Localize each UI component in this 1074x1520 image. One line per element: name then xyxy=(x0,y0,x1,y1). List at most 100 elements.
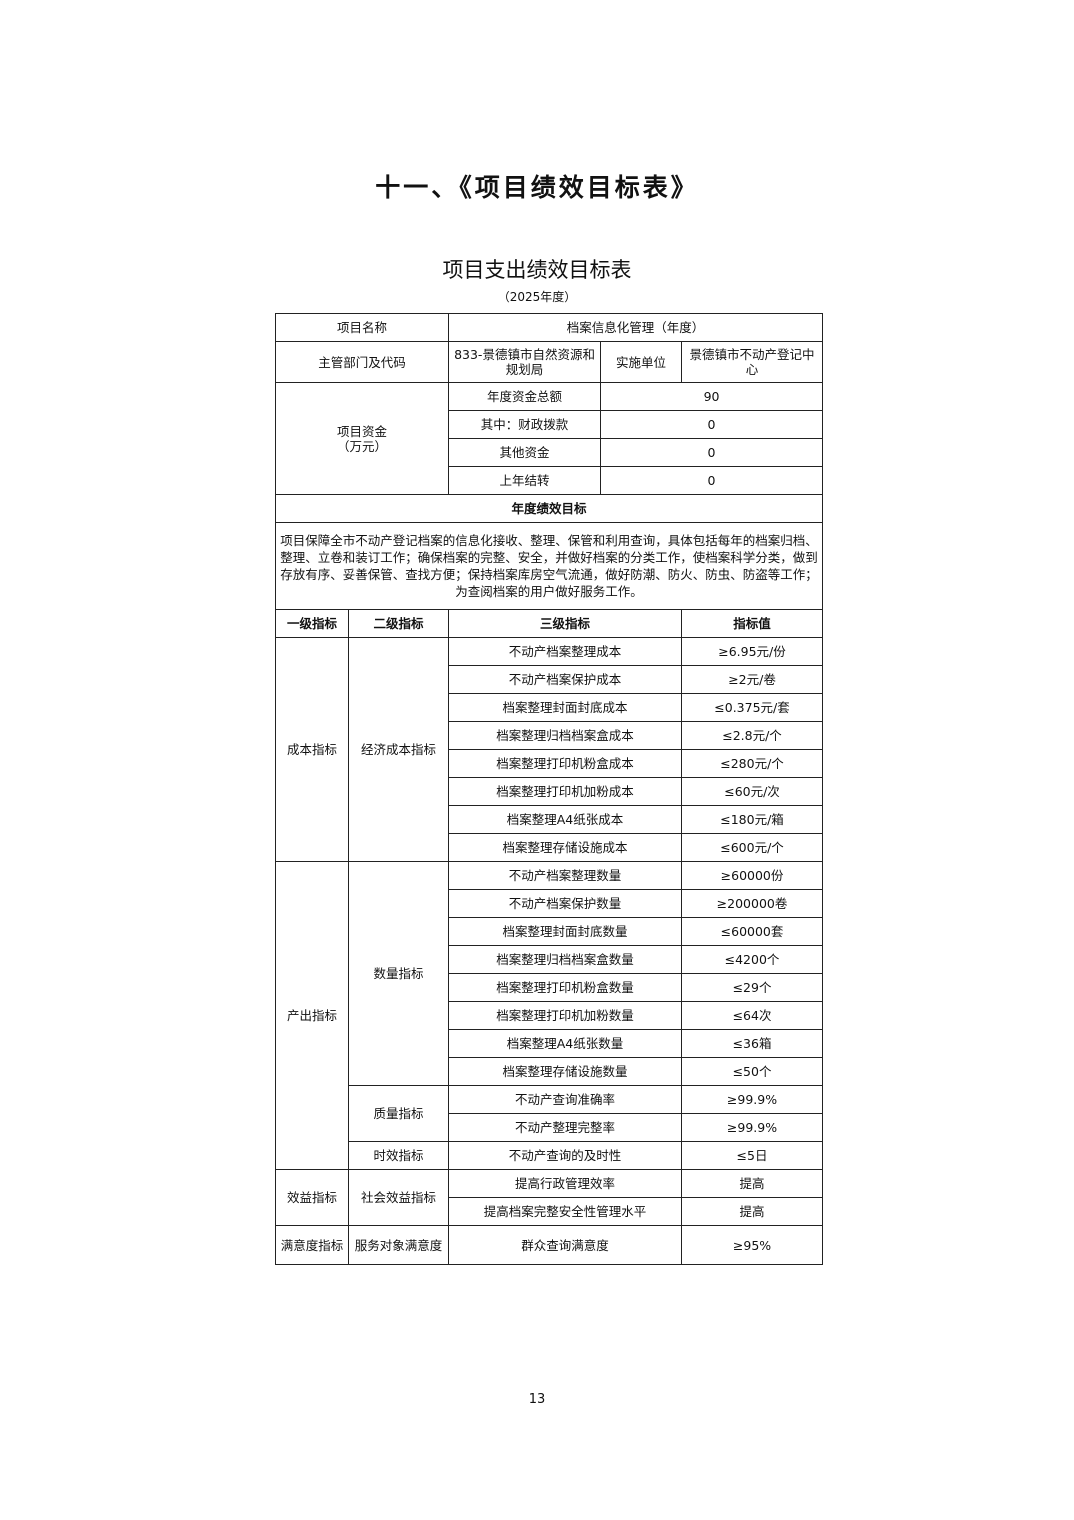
level3-indicator: 不动产查询的及时性 xyxy=(448,1141,683,1170)
header-level1: 一级指标 xyxy=(275,609,349,638)
indicator-row: 满意度指标 服务对象满意度 群众查询满意度 ≥95% xyxy=(275,1225,824,1265)
level3-indicator: 档案整理封面封底成本 xyxy=(448,693,683,722)
dept-row: 主管部门及代码 833-景德镇市自然资源和规划局 实施单位 景德镇市不动产登记中… xyxy=(274,341,824,383)
level2-indicator: 质量指标 xyxy=(347,1085,450,1142)
level3-indicator: 档案整理打印机粉盒成本 xyxy=(448,749,683,778)
indicator-value: ≥99.9% xyxy=(681,1113,824,1142)
indicator-value: ≤5日 xyxy=(681,1141,824,1170)
fund-value: 0 xyxy=(600,410,824,439)
year-label: （2025年度） xyxy=(497,290,577,304)
level3-indicator: 不动产档案整理数量 xyxy=(448,861,683,890)
header-level2: 二级指标 xyxy=(347,609,450,638)
fund-label: 年度资金总额 xyxy=(448,382,602,411)
indicator-row: 不动产整理完整率 ≥99.9% xyxy=(276,1113,824,1142)
indicator-value: ≤4200个 xyxy=(681,945,824,974)
header-value: 指标值 xyxy=(681,609,824,638)
impl-value: 景德镇市不动产登记中心 xyxy=(681,341,824,383)
indicator-row: 时效指标 不动产查询的及时性 ≤5日 xyxy=(276,1141,824,1170)
level1-indicator: 产出指标 xyxy=(275,861,349,1170)
indicator-value: 提高 xyxy=(681,1169,824,1198)
level3-indicator: 提高档案完整安全性管理水平 xyxy=(448,1197,683,1226)
project-name-row: 项目名称 档案信息化管理（年度） xyxy=(274,313,824,342)
goal-text-row: 项目保障全市不动产登记档案的信息化接收、整理、保管和利用查询，具体包括每年的档案… xyxy=(274,522,824,610)
indicator-row: 档案整理打印机粉盒成本 ≤280元/个 xyxy=(276,749,824,778)
indicator-row: 档案整理存储设施成本 ≤600元/个 xyxy=(276,833,824,862)
page-number: 13 xyxy=(528,1392,546,1407)
funds-unit: （万元） xyxy=(337,438,388,454)
indicator-value: 提高 xyxy=(681,1197,824,1226)
indicator-row: 提高档案完整安全性管理水平 提高 xyxy=(276,1197,824,1226)
indicator-row: 不动产档案保护数量 ≥200000卷 xyxy=(276,889,824,918)
indicator-value: ≤180元/箱 xyxy=(681,805,824,834)
level3-indicator: 不动产整理完整率 xyxy=(448,1113,683,1142)
funds-row: 项目资金 （万元） 年度资金总额 90 xyxy=(274,382,824,495)
indicator-value: ≤50个 xyxy=(681,1057,824,1086)
project-name-value: 档案信息化管理（年度） xyxy=(448,313,824,342)
level3-indicator: 不动产档案整理成本 xyxy=(448,637,683,666)
level3-indicator: 群众查询满意度 xyxy=(448,1225,683,1265)
dept-label: 主管部门及代码 xyxy=(274,341,450,383)
funds-label: 项目资金 （万元） xyxy=(274,382,450,495)
level3-indicator: 档案整理打印机粉盒数量 xyxy=(448,973,683,1002)
indicator-value: ≤0.375元/套 xyxy=(681,693,824,722)
indicator-row: 效益指标 社会效益指标 提高行政管理效率 提高 xyxy=(275,1169,824,1226)
level3-indicator: 档案整理打印机加粉成本 xyxy=(448,777,683,806)
indicator-value: ≤280元/个 xyxy=(681,749,824,778)
level3-indicator: 档案整理打印机加粉数量 xyxy=(448,1001,683,1030)
performance-target-table: 项目名称 档案信息化管理（年度） 主管部门及代码 833-景德镇市自然资源和规划… xyxy=(274,313,824,1265)
level3-indicator: 档案整理封面封底数量 xyxy=(448,917,683,946)
indicator-value: ≥99.9% xyxy=(681,1085,824,1114)
level3-indicator: 档案整理归档档案盒成本 xyxy=(448,721,683,750)
goal-header-row: 年度绩效目标 xyxy=(274,494,824,523)
level3-indicator: 档案整理归档档案盒数量 xyxy=(448,945,683,974)
level3-indicator: 档案整理存储设施数量 xyxy=(448,1057,683,1086)
goal-text: 项目保障全市不动产登记档案的信息化接收、整理、保管和利用查询，具体包括每年的档案… xyxy=(274,522,824,610)
table-title: 项目支出绩效目标表 xyxy=(442,258,632,282)
level1-indicator: 满意度指标 xyxy=(275,1225,349,1265)
level3-indicator: 档案整理A4纸张成本 xyxy=(448,805,683,834)
level3-indicator: 档案整理存储设施成本 xyxy=(448,833,683,862)
project-name-label: 项目名称 xyxy=(274,313,450,342)
level2-indicator: 数量指标 xyxy=(347,861,450,1086)
fund-label: 其他资金 xyxy=(448,438,602,467)
page-title: 十一、《项目绩效目标表》 xyxy=(375,173,699,202)
indicator-value: ≤29个 xyxy=(681,973,824,1002)
funds-row: 其中：财政拨款 0 xyxy=(276,410,824,439)
level3-indicator: 不动产档案保护数量 xyxy=(448,889,683,918)
indicator-row: 质量指标 不动产查询准确率 ≥99.9% xyxy=(276,1085,824,1142)
dept-value: 833-景德镇市自然资源和规划局 xyxy=(448,341,602,383)
indicator-row: 档案整理归档档案盒成本 ≤2.8元/个 xyxy=(276,721,824,750)
indicator-value: ≤2.8元/个 xyxy=(681,721,824,750)
indicator-value: ≤60000套 xyxy=(681,917,824,946)
level3-indicator: 提高行政管理效率 xyxy=(448,1169,683,1198)
indicator-value: ≥60000份 xyxy=(681,861,824,890)
indicator-row: 档案整理打印机粉盒数量 ≤29个 xyxy=(276,973,824,1002)
indicator-row: 产出指标 数量指标 不动产档案整理数量 ≥60000份 xyxy=(275,861,824,1170)
fund-label: 其中：财政拨款 xyxy=(448,410,602,439)
level2-indicator: 时效指标 xyxy=(347,1141,450,1170)
fund-value: 90 xyxy=(600,382,824,411)
level2-indicator: 服务对象满意度 xyxy=(347,1225,450,1265)
fund-value: 0 xyxy=(600,466,824,495)
goal-label: 年度绩效目标 xyxy=(274,494,824,523)
level2-indicator: 经济成本指标 xyxy=(347,637,450,862)
impl-label: 实施单位 xyxy=(600,341,683,383)
funds-row: 上年结转 0 xyxy=(276,466,824,495)
indicator-header-row: 一级指标 二级指标 三级指标 指标值 xyxy=(275,609,824,638)
fund-value: 0 xyxy=(600,438,824,467)
indicator-row: 档案整理封面封底数量 ≤60000套 xyxy=(276,917,824,946)
indicator-row: 档案整理打印机加粉成本 ≤60元/次 xyxy=(276,777,824,806)
level3-indicator: 档案整理A4纸张数量 xyxy=(448,1029,683,1058)
level1-indicator: 效益指标 xyxy=(275,1169,349,1226)
level2-indicator: 社会效益指标 xyxy=(347,1169,450,1226)
indicator-row: 档案整理A4纸张成本 ≤180元/箱 xyxy=(276,805,824,834)
level3-indicator: 不动产档案保护成本 xyxy=(448,665,683,694)
indicator-value: ≤600元/个 xyxy=(681,833,824,862)
indicator-row: 成本指标 经济成本指标 不动产档案整理成本 ≥6.95元/份 xyxy=(275,637,824,862)
indicator-value: ≤64次 xyxy=(681,1001,824,1030)
level1-indicator: 成本指标 xyxy=(275,637,349,862)
level3-indicator: 不动产查询准确率 xyxy=(448,1085,683,1114)
funds-label-text: 项目资金 xyxy=(337,423,388,439)
indicator-value: ≥200000卷 xyxy=(681,889,824,918)
indicator-value: ≤60元/次 xyxy=(681,777,824,806)
